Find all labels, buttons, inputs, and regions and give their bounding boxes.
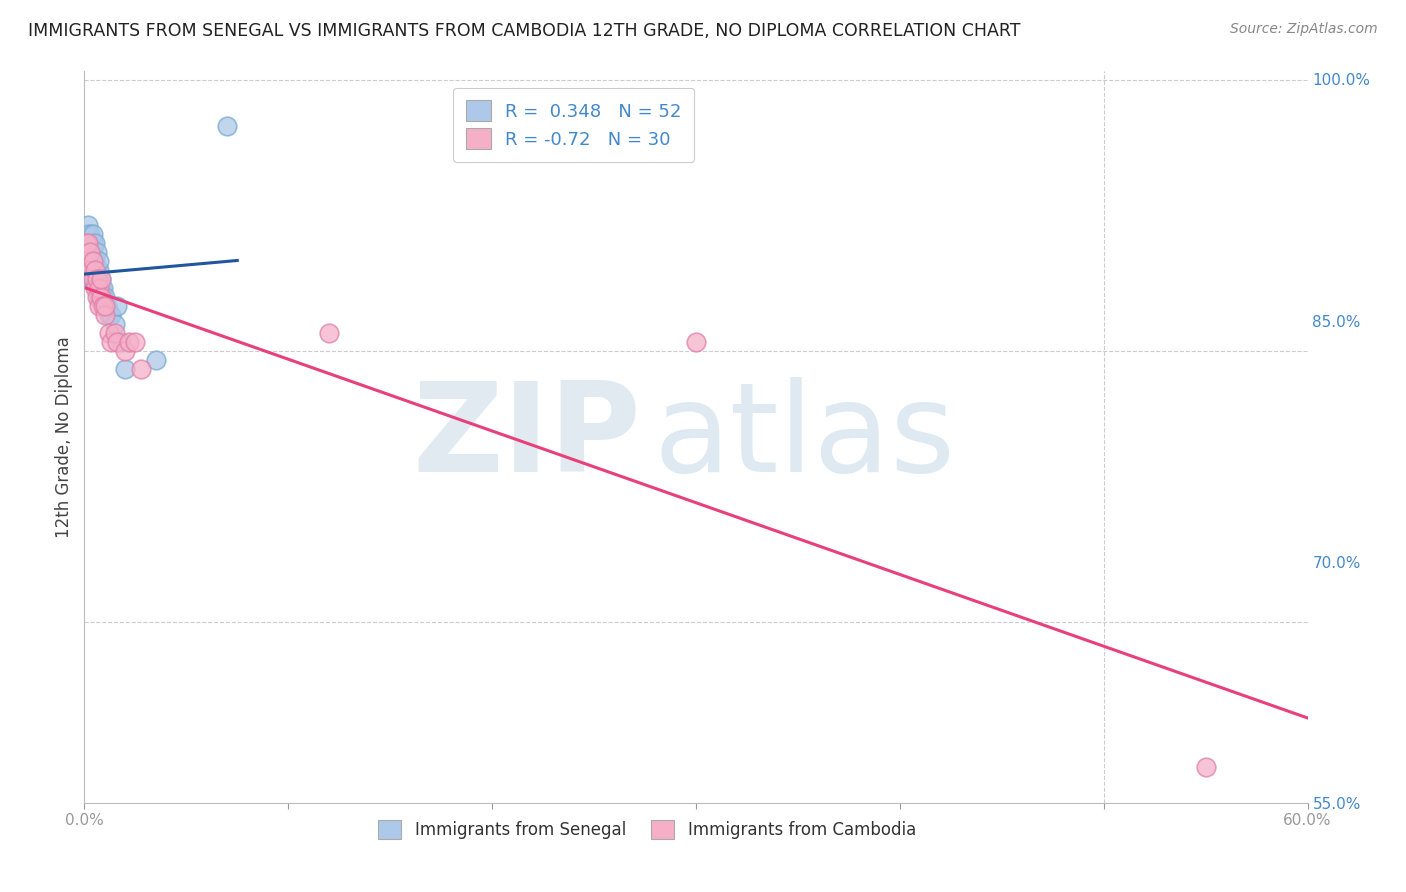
- Point: [83, 281, 105, 295]
- Text: ZIP: ZIP: [412, 376, 641, 498]
- Point: [100, 335, 122, 350]
- Point: [75, 244, 97, 259]
- Point: [93, 299, 115, 313]
- Point: [93, 299, 115, 313]
- Point: [79, 272, 101, 286]
- Point: [77, 254, 100, 268]
- Point: [79, 254, 101, 268]
- Point: [97, 326, 120, 341]
- Point: [90, 290, 112, 304]
- Point: [77, 227, 100, 241]
- Point: [97, 308, 120, 322]
- Point: [93, 290, 115, 304]
- Point: [96, 299, 118, 313]
- Text: IMMIGRANTS FROM SENEGAL VS IMMIGRANTS FROM CAMBODIA 12TH GRADE, NO DIPLOMA CORRE: IMMIGRANTS FROM SENEGAL VS IMMIGRANTS FR…: [28, 22, 1021, 40]
- Point: [83, 263, 105, 277]
- Point: [114, 344, 136, 359]
- Point: [217, 119, 239, 133]
- Point: [1195, 760, 1218, 774]
- Point: [83, 235, 105, 250]
- Point: [79, 244, 101, 259]
- Point: [93, 308, 115, 322]
- Point: [79, 227, 101, 241]
- Point: [83, 263, 105, 277]
- Y-axis label: 12th Grade, No Diploma: 12th Grade, No Diploma: [55, 336, 73, 538]
- Point: [131, 362, 153, 376]
- Point: [86, 272, 108, 286]
- Point: [90, 272, 112, 286]
- Point: [90, 272, 112, 286]
- Point: [124, 335, 146, 350]
- Point: [83, 254, 105, 268]
- Point: [91, 281, 114, 295]
- Point: [75, 235, 97, 250]
- Point: [82, 272, 104, 286]
- Point: [83, 272, 105, 286]
- Point: [87, 254, 110, 268]
- Point: [75, 254, 97, 268]
- Point: [87, 290, 110, 304]
- Point: [79, 263, 101, 277]
- Point: [79, 244, 101, 259]
- Point: [75, 254, 97, 268]
- Point: [77, 254, 100, 268]
- Point: [86, 263, 108, 277]
- Point: [104, 317, 127, 331]
- Point: [77, 218, 100, 232]
- Point: [77, 235, 100, 250]
- Point: [82, 254, 104, 268]
- Point: [90, 290, 112, 304]
- Point: [82, 272, 104, 286]
- Point: [90, 281, 112, 295]
- Point: [86, 272, 108, 286]
- Point: [75, 235, 97, 250]
- Point: [91, 290, 114, 304]
- Point: [86, 290, 108, 304]
- Point: [100, 308, 122, 322]
- Text: Source: ZipAtlas.com: Source: ZipAtlas.com: [1230, 22, 1378, 37]
- Point: [77, 244, 100, 259]
- Point: [110, 335, 132, 350]
- Point: [114, 362, 136, 376]
- Point: [87, 299, 110, 313]
- Point: [145, 353, 167, 368]
- Text: atlas: atlas: [654, 376, 955, 498]
- Point: [118, 335, 141, 350]
- Point: [82, 227, 104, 241]
- Point: [104, 326, 127, 341]
- Point: [105, 335, 128, 350]
- Point: [82, 235, 104, 250]
- Point: [685, 335, 707, 350]
- Point: [91, 299, 114, 313]
- Legend: Immigrants from Senegal, Immigrants from Cambodia: Immigrants from Senegal, Immigrants from…: [371, 814, 922, 846]
- Point: [77, 263, 100, 277]
- Point: [318, 326, 340, 341]
- Point: [86, 244, 108, 259]
- Point: [87, 272, 110, 286]
- Point: [86, 281, 108, 295]
- Point: [82, 263, 104, 277]
- Point: [75, 263, 97, 277]
- Point: [82, 254, 104, 268]
- Point: [105, 299, 128, 313]
- Point: [77, 235, 100, 250]
- Point: [79, 235, 101, 250]
- Point: [87, 281, 110, 295]
- Point: [79, 263, 101, 277]
- Point: [87, 281, 110, 295]
- Point: [87, 263, 110, 277]
- Point: [82, 244, 104, 259]
- Point: [75, 227, 97, 241]
